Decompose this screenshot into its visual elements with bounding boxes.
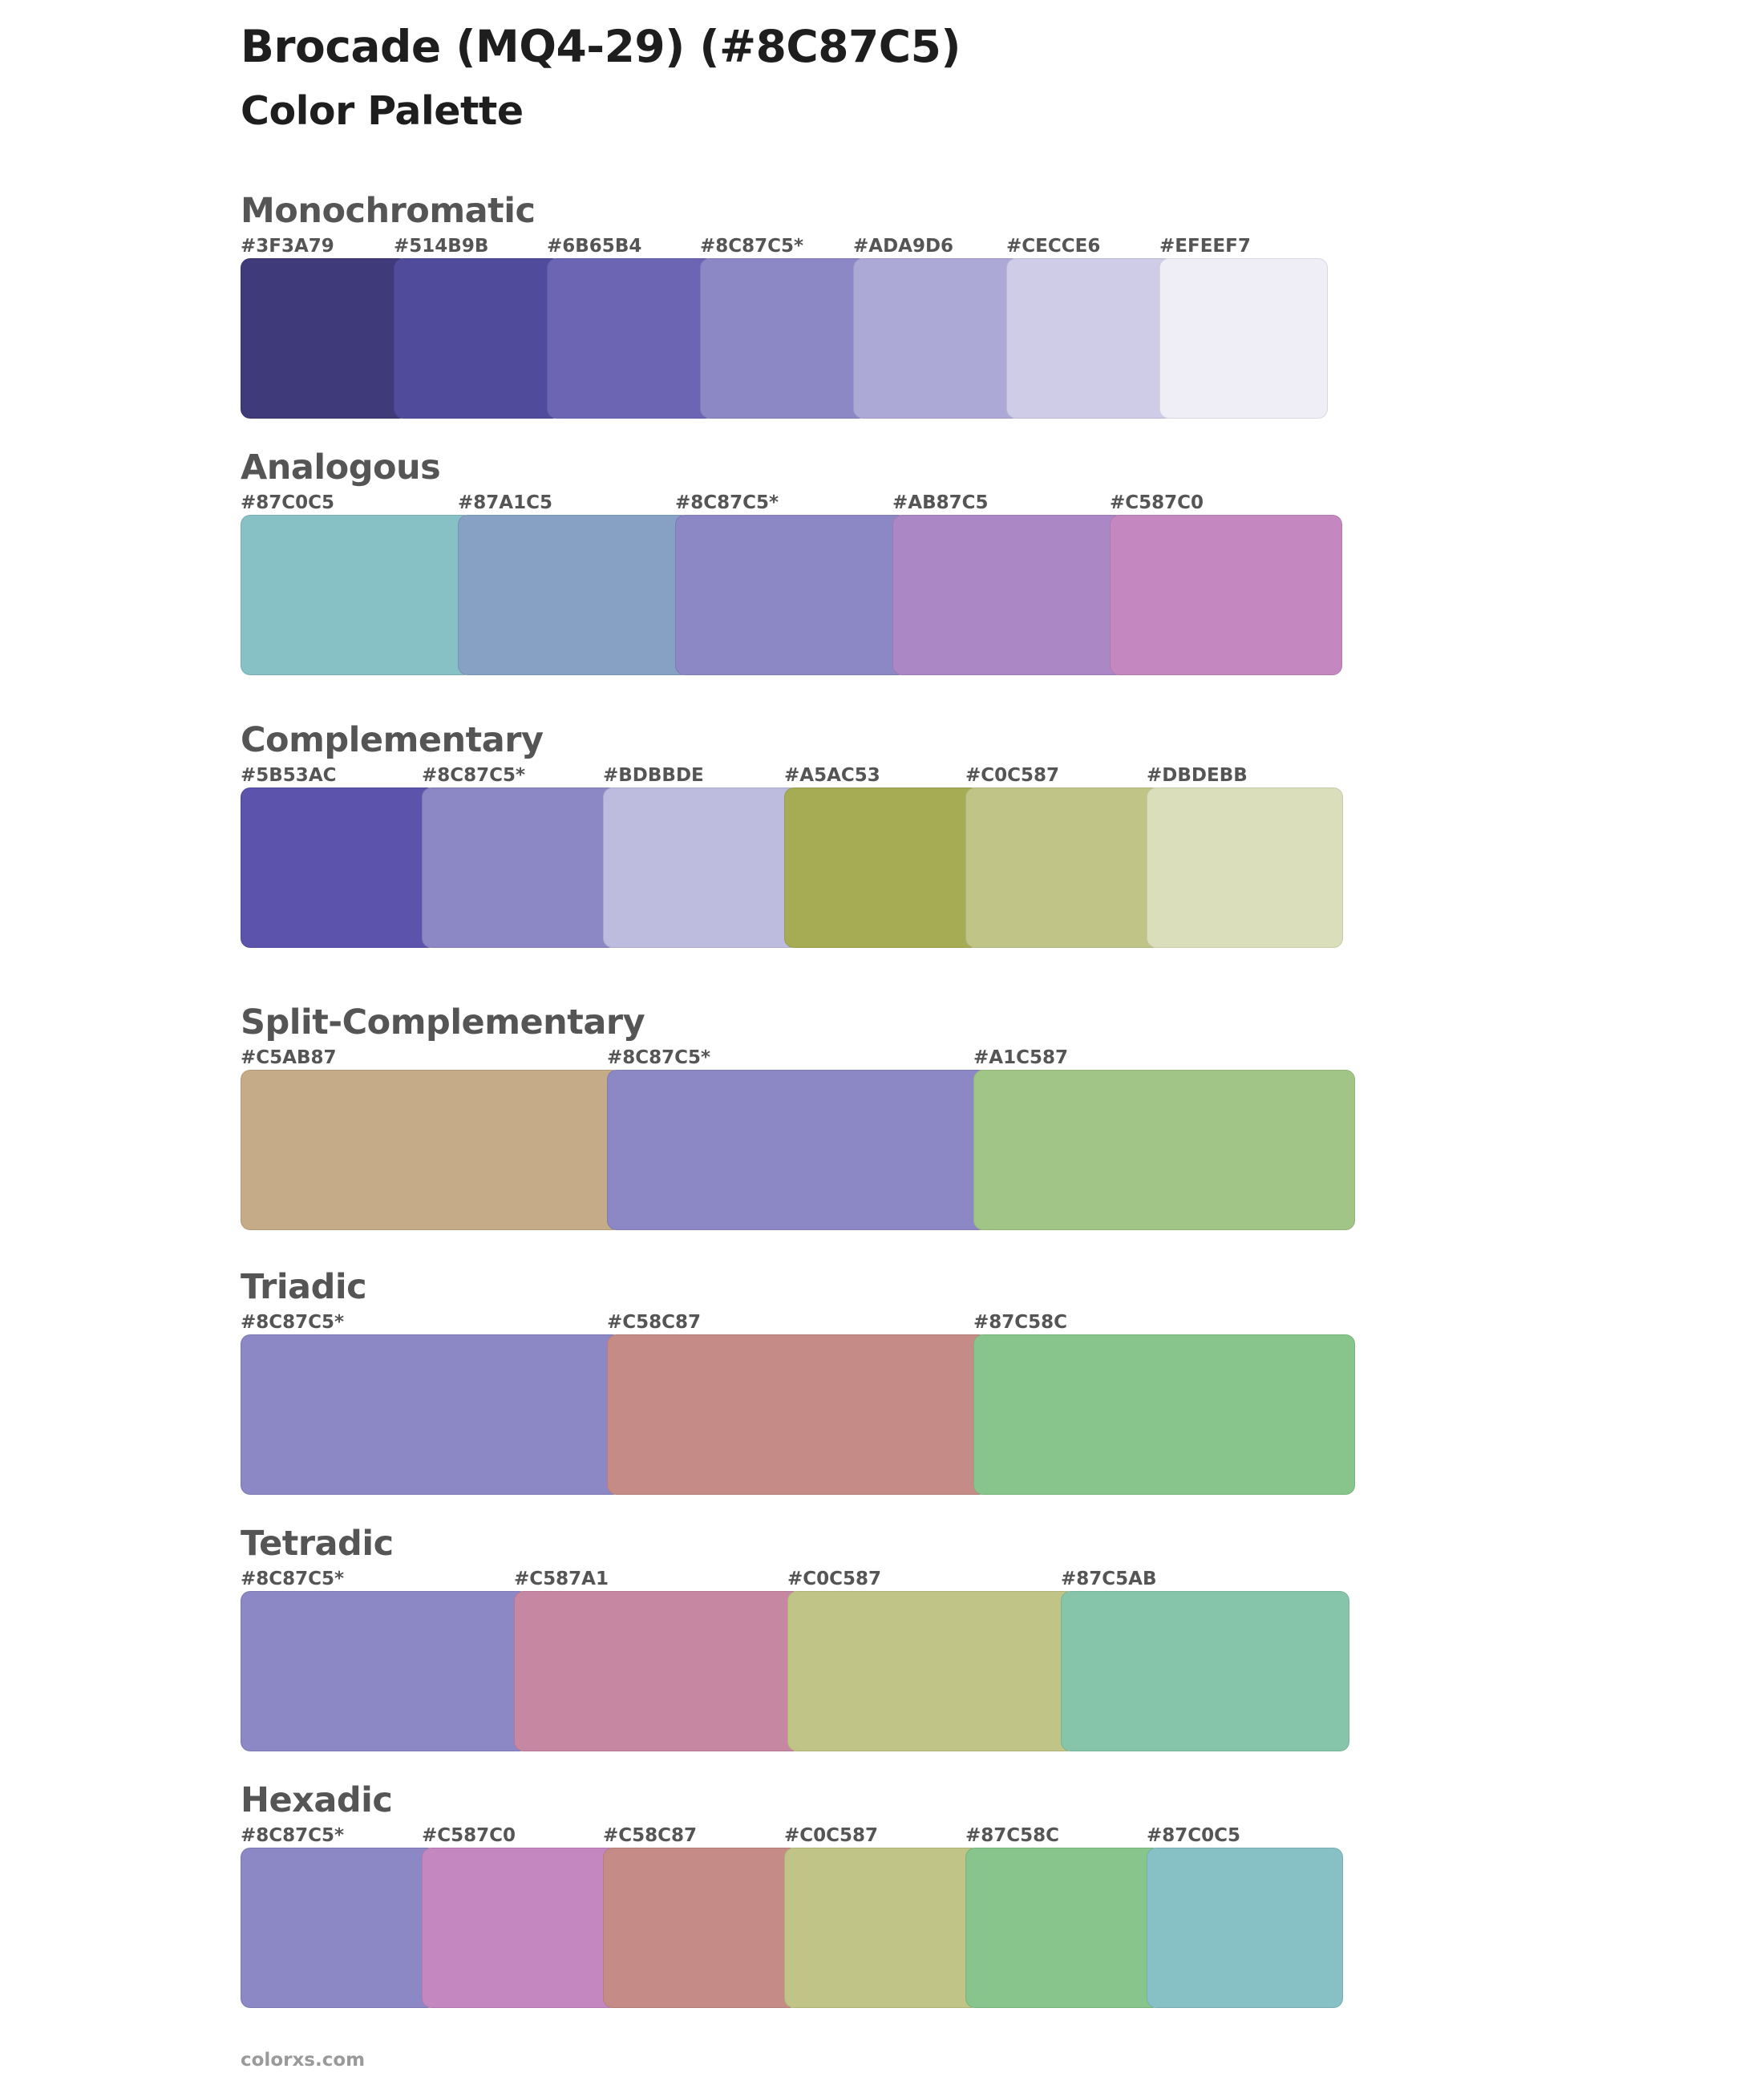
swatch-color-block[interactable] — [700, 258, 868, 419]
swatch-hex-label: #87A1C5 — [458, 492, 552, 513]
swatch-color-block[interactable] — [458, 515, 690, 675]
swatch-color-block[interactable] — [422, 1848, 618, 2008]
swatch-color-block[interactable] — [1061, 1591, 1349, 1751]
swatch-hex-label: #A1C587 — [973, 1047, 1068, 1068]
page-title: Brocade (MQ4-29) (#8C87C5) — [241, 21, 961, 72]
swatch-color-block[interactable] — [394, 258, 562, 419]
swatch-hex-label: #C58C87 — [607, 1312, 702, 1333]
swatch-color-block[interactable] — [1147, 1848, 1343, 2008]
swatch-color-block[interactable] — [241, 787, 437, 948]
section-title: Complementary — [241, 720, 544, 760]
swatch-hex-label: #C587C0 — [1110, 492, 1204, 513]
swatch-color-block[interactable] — [965, 787, 1162, 948]
swatch-color-block[interactable] — [514, 1591, 803, 1751]
swatch-color-block[interactable] — [241, 1591, 529, 1751]
swatch-color-block[interactable] — [607, 1070, 989, 1230]
swatch-hex-label: #DBDEBB — [1147, 765, 1248, 786]
swatch-color-block[interactable] — [787, 1591, 1076, 1751]
swatch-hex-label: #ADA9D6 — [853, 236, 954, 257]
swatch-hex-label: #BDBBDE — [603, 765, 704, 786]
swatch-color-block[interactable] — [241, 1334, 622, 1495]
swatch-color-block[interactable] — [892, 515, 1125, 675]
swatch-hex-label: #87C0C5 — [1147, 1825, 1241, 1846]
footer-site-name[interactable]: colorxs.com — [241, 2050, 366, 2071]
swatch-hex-label: #87C58C — [973, 1312, 1068, 1333]
swatch-hex-label: #3F3A79 — [241, 236, 334, 257]
swatch-color-block[interactable] — [973, 1334, 1355, 1495]
swatch-hex-label: #C5AB87 — [241, 1047, 337, 1068]
swatch-color-block[interactable] — [965, 1848, 1162, 2008]
section-title: Tetradic — [241, 1524, 394, 1564]
swatch-hex-label: #EFEEF7 — [1159, 236, 1251, 257]
swatch-hex-label: #C587C0 — [422, 1825, 516, 1846]
swatch-color-block[interactable] — [784, 787, 981, 948]
swatch-hex-label: #CECCE6 — [1006, 236, 1101, 257]
swatch-color-block[interactable] — [1110, 515, 1342, 675]
swatch-hex-label: #A5AC53 — [784, 765, 880, 786]
swatch-color-block[interactable] — [1159, 258, 1328, 419]
swatch-hex-label: #C587A1 — [514, 1569, 609, 1589]
swatch-hex-label: #AB87C5 — [892, 492, 989, 513]
swatch-color-block[interactable] — [784, 1848, 981, 2008]
swatch-color-block[interactable] — [973, 1070, 1355, 1230]
swatch-color-block[interactable] — [1147, 787, 1343, 948]
swatch-hex-label: #8C87C5* — [241, 1569, 345, 1589]
swatch-color-block[interactable] — [241, 1070, 622, 1230]
swatch-hex-label: #8C87C5* — [241, 1312, 345, 1333]
swatch-color-block[interactable] — [1006, 258, 1175, 419]
swatch-hex-label: #8C87C5* — [241, 1825, 345, 1846]
swatch-hex-label: #8C87C5* — [422, 765, 526, 786]
section-title: Split-Complementary — [241, 1002, 645, 1042]
swatch-hex-label: #8C87C5* — [700, 236, 804, 257]
section-title: Monochromatic — [241, 191, 536, 231]
swatch-hex-label: #514B9B — [394, 236, 489, 257]
swatch-color-block[interactable] — [241, 515, 473, 675]
swatch-color-block[interactable] — [422, 787, 618, 948]
swatch-color-block[interactable] — [853, 258, 1022, 419]
swatch-hex-label: #C0C587 — [787, 1569, 882, 1589]
swatch-color-block[interactable] — [241, 258, 409, 419]
swatch-hex-label: #5B53AC — [241, 765, 337, 786]
swatch-hex-label: #8C87C5* — [607, 1047, 711, 1068]
swatch-hex-label: #87C0C5 — [241, 492, 335, 513]
swatch-hex-label: #6B65B4 — [547, 236, 642, 257]
section-title: Analogous — [241, 447, 441, 488]
section-title: Hexadic — [241, 1780, 393, 1820]
section-title: Triadic — [241, 1267, 367, 1307]
swatch-hex-label: #87C5AB — [1061, 1569, 1157, 1589]
swatch-hex-label: #C0C587 — [784, 1825, 879, 1846]
swatch-hex-label: #C58C87 — [603, 1825, 698, 1846]
page-subtitle: Color Palette — [241, 88, 524, 134]
swatch-hex-label: #87C58C — [965, 1825, 1060, 1846]
swatch-color-block[interactable] — [547, 258, 715, 419]
swatch-color-block[interactable] — [603, 787, 799, 948]
swatch-color-block[interactable] — [603, 1848, 799, 2008]
swatch-color-block[interactable] — [675, 515, 908, 675]
swatch-color-block[interactable] — [607, 1334, 989, 1495]
swatch-hex-label: #C0C587 — [965, 765, 1060, 786]
swatch-color-block[interactable] — [241, 1848, 437, 2008]
swatch-hex-label: #8C87C5* — [675, 492, 779, 513]
